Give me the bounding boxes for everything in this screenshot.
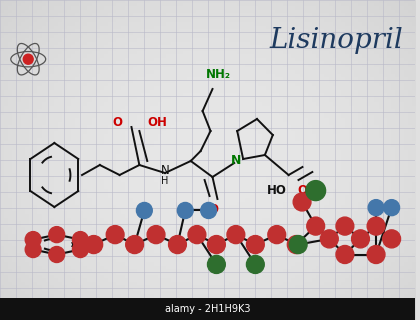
Circle shape bbox=[207, 255, 225, 273]
Circle shape bbox=[147, 226, 165, 244]
Text: HO: HO bbox=[267, 183, 287, 196]
Circle shape bbox=[289, 236, 307, 253]
Circle shape bbox=[72, 232, 88, 248]
Text: alamy - 2H1H9K3: alamy - 2H1H9K3 bbox=[165, 304, 250, 314]
Bar bbox=[0, 298, 415, 320]
Circle shape bbox=[293, 193, 311, 211]
Circle shape bbox=[177, 203, 193, 219]
Circle shape bbox=[367, 245, 385, 263]
Circle shape bbox=[25, 232, 41, 248]
Text: NH₂: NH₂ bbox=[206, 68, 231, 81]
Circle shape bbox=[72, 242, 88, 258]
Circle shape bbox=[383, 230, 401, 248]
Circle shape bbox=[368, 200, 384, 216]
Circle shape bbox=[268, 226, 286, 244]
Circle shape bbox=[85, 236, 102, 253]
Circle shape bbox=[188, 226, 206, 244]
Text: N: N bbox=[231, 154, 242, 166]
Circle shape bbox=[227, 226, 245, 244]
Circle shape bbox=[384, 200, 399, 216]
Circle shape bbox=[25, 242, 41, 258]
Circle shape bbox=[287, 236, 305, 253]
Circle shape bbox=[307, 217, 325, 235]
Circle shape bbox=[201, 203, 217, 219]
Text: O: O bbox=[208, 203, 218, 215]
Circle shape bbox=[136, 203, 152, 219]
Circle shape bbox=[367, 217, 385, 235]
Circle shape bbox=[168, 236, 186, 253]
Circle shape bbox=[126, 236, 144, 253]
Text: Lisinopril: Lisinopril bbox=[269, 27, 403, 53]
Text: OH: OH bbox=[147, 116, 167, 129]
Circle shape bbox=[49, 227, 65, 243]
Text: O: O bbox=[297, 183, 307, 196]
Circle shape bbox=[320, 230, 338, 248]
Circle shape bbox=[106, 226, 124, 244]
Circle shape bbox=[49, 246, 65, 262]
Circle shape bbox=[23, 54, 33, 64]
Circle shape bbox=[306, 180, 326, 201]
Circle shape bbox=[247, 255, 264, 273]
Text: O: O bbox=[113, 116, 123, 129]
Circle shape bbox=[207, 236, 225, 253]
Text: N: N bbox=[161, 164, 169, 177]
Circle shape bbox=[336, 217, 354, 235]
Circle shape bbox=[336, 245, 354, 263]
Text: H: H bbox=[161, 176, 169, 186]
Circle shape bbox=[247, 236, 264, 253]
Circle shape bbox=[352, 230, 369, 248]
